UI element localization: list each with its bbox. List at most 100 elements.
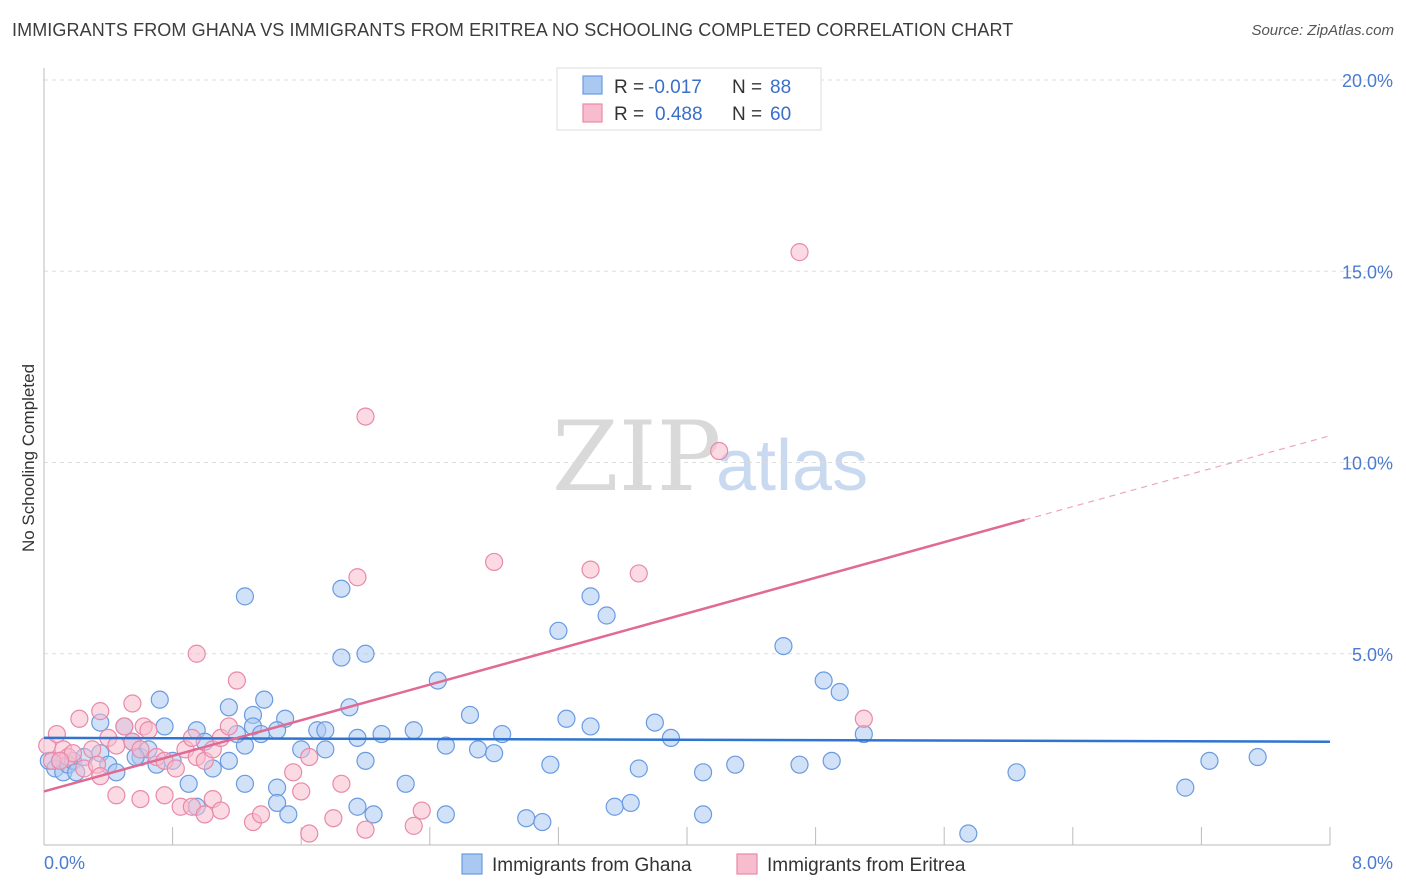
eritrea-trend-line (43, 518, 1025, 793)
eritrea-point-55 (790, 243, 809, 262)
ghana-point-31 (150, 690, 169, 709)
ghana-point-59 (396, 774, 415, 793)
eritrea-point-45 (412, 801, 431, 820)
eritrea-point-17 (139, 721, 158, 740)
source-label: Source: ZipAtlas.com (1251, 22, 1394, 39)
ghana-point-87 (235, 587, 255, 606)
ghana-point-50 (581, 717, 600, 736)
ghana-point-78 (605, 797, 624, 816)
ghana-point-58 (356, 751, 375, 770)
ghana-point-63 (629, 759, 648, 778)
ghana-point-67 (822, 751, 841, 770)
ghana-point-82 (1200, 751, 1219, 770)
y-tick-label-2: 15.0% (1342, 262, 1393, 282)
eritrea-point-50 (581, 560, 600, 579)
x-tick-label-0: 0.0% (44, 853, 85, 873)
y-tick-label-3: 20.0% (1342, 71, 1393, 91)
legend-n-value-eritrea: 60 (770, 104, 791, 125)
eritrea-point-29 (187, 644, 206, 663)
correlation-legend: R = -0.017 N = 88 R = 0.488 N = 60 (556, 67, 822, 131)
legend-r-value-eritrea: 0.488 (655, 104, 703, 125)
eritrea-point-36 (195, 805, 214, 824)
ghana-point-61 (485, 744, 504, 763)
ghana-point-52 (661, 728, 681, 748)
eritrea-point-39 (284, 763, 303, 782)
legend-n-value-ghana: 88 (770, 77, 791, 98)
watermark-zip: ZIP (552, 401, 721, 513)
eritrea-trend-extension (1024, 435, 1331, 521)
eritrea-point-44 (404, 816, 423, 835)
ghana-point-85 (959, 824, 978, 843)
eritrea-point-40 (292, 782, 311, 801)
legend-swatch-eritrea (582, 103, 603, 123)
ghana-point-65 (726, 755, 745, 774)
eritrea-point-31 (155, 786, 174, 805)
ghana-point-74 (364, 805, 383, 824)
eritrea-point-47 (300, 747, 319, 767)
ghana-point-66 (790, 755, 809, 774)
trend-lines (43, 435, 1331, 793)
ghana-point-86 (332, 579, 351, 598)
eritrea-point-48 (348, 568, 367, 587)
eritrea-point-13 (115, 717, 134, 736)
eritrea-point-8 (83, 740, 102, 759)
eritrea-point-10 (91, 702, 110, 721)
eritrea-point-53 (854, 709, 873, 728)
legend-n-label-eritrea: N = (732, 104, 762, 125)
ghana-point-64 (693, 763, 713, 782)
ghana-point-72 (279, 805, 298, 824)
ghana-point-51 (645, 713, 664, 732)
eritrea-point-52 (710, 441, 729, 461)
eritrea-point-2 (47, 724, 66, 744)
ghana-point-41 (404, 721, 423, 740)
ghana-point-71 (267, 793, 287, 813)
ghana-point-49 (557, 709, 576, 728)
series-label-eritrea: Immigrants from Eritrea (767, 855, 966, 876)
eritrea-point-20 (166, 759, 185, 778)
ghana-point-32 (219, 698, 238, 717)
eritrea-point-41 (300, 824, 319, 843)
ghana-point-34 (255, 690, 274, 709)
ghana-point-80 (693, 805, 713, 824)
ghana-point-53 (774, 636, 793, 656)
ghana-point-88 (332, 648, 351, 667)
eritrea-point-56 (50, 751, 70, 770)
legend-n-label-ghana: N = (732, 77, 762, 98)
eritrea-point-30 (131, 789, 150, 809)
eritrea-point-49 (485, 552, 504, 572)
ghana-point-48 (597, 606, 616, 625)
eritrea-point-6 (70, 709, 89, 728)
ghana-point-76 (517, 809, 536, 828)
ghana-point-68 (219, 751, 238, 770)
y-axis-label: No Schooling Completed (19, 364, 38, 552)
eritrea-point-51 (629, 564, 648, 583)
grid-lines (44, 79, 1390, 655)
ghana-point-43 (460, 705, 480, 725)
eritrea-point-38 (251, 805, 271, 824)
ghana-point-62 (541, 755, 560, 774)
eritrea-point-54 (356, 407, 375, 426)
ghana-point-79 (621, 793, 640, 813)
series-legend: Immigrants from Ghana Immigrants from Er… (461, 853, 966, 876)
ghana-point-17 (155, 717, 174, 736)
legend-r-label-eritrea: R = (614, 104, 644, 125)
ghana-trend-line (43, 736, 1331, 743)
series-swatch-ghana (461, 853, 483, 875)
eritrea-point-43 (356, 820, 375, 839)
ghana-point-69 (235, 774, 255, 793)
eritrea-point-28 (227, 671, 246, 690)
ghana-point-46 (549, 621, 568, 640)
y-tick-label-0: 5.0% (1352, 645, 1393, 665)
chart-title: IMMIGRANTS FROM GHANA VS IMMIGRANTS FROM… (12, 20, 1014, 40)
ghana-point-70 (267, 778, 287, 797)
ghana-point-38 (316, 721, 335, 740)
eritrea-point-27 (219, 717, 238, 736)
eritrea-point-12 (107, 736, 126, 755)
eritrea-point-15 (131, 740, 150, 759)
x-tick-labels: 0.0% 8.0% (44, 853, 1393, 873)
ghana-point-81 (1007, 763, 1026, 782)
legend-r-label-ghana: R = (614, 77, 644, 98)
eritrea-point-42 (324, 809, 343, 828)
ghana-point-44 (468, 740, 488, 759)
